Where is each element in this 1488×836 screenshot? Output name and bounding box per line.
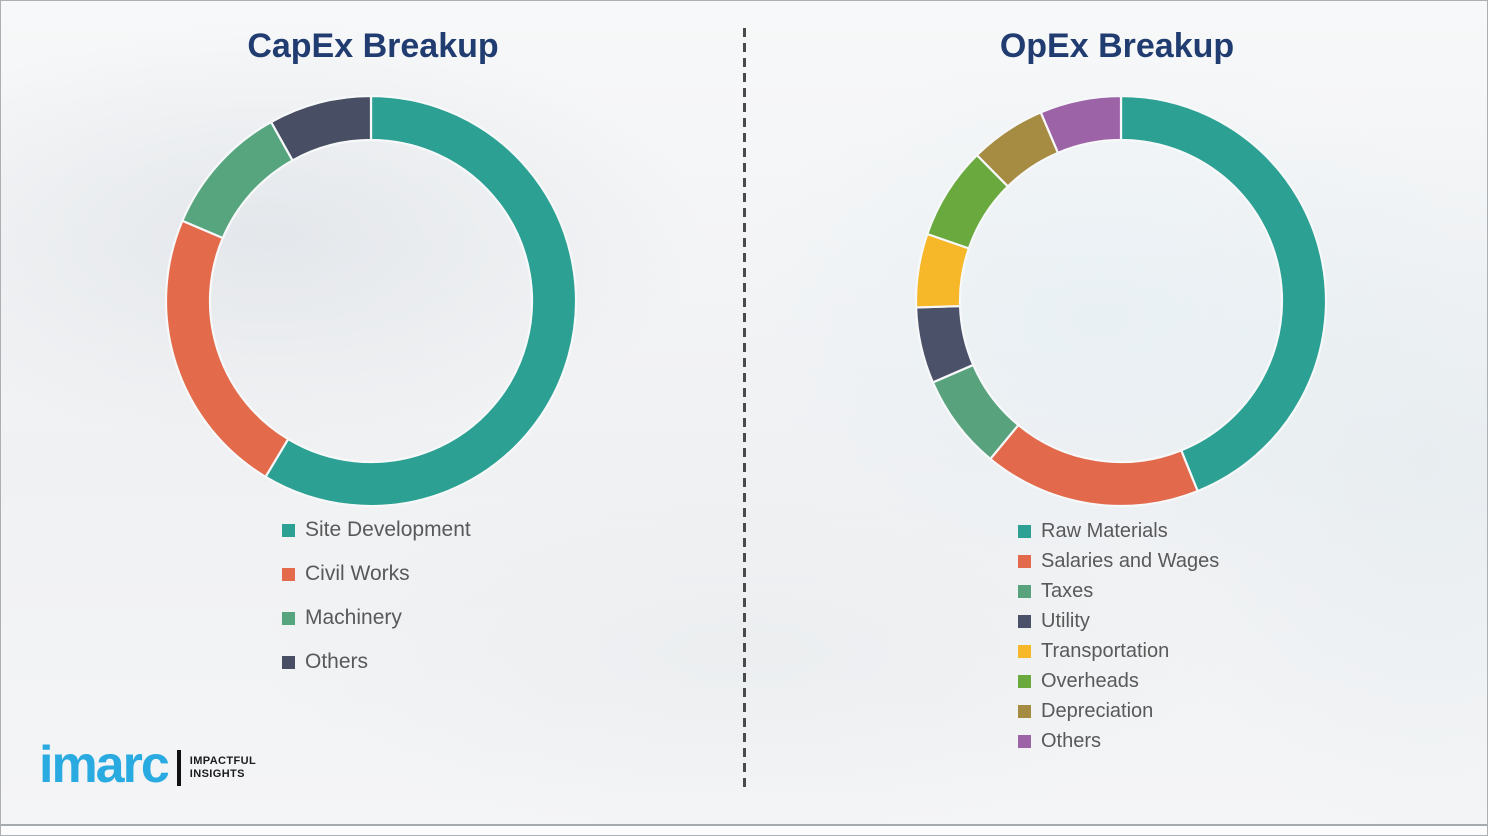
legend-label: Depreciation <box>1041 699 1154 722</box>
legend-item-others: Others <box>1018 726 1219 756</box>
logo-tagline-line1: IMPACTFUL <box>189 755 257 767</box>
legend-item-overheads: Overheads <box>1018 666 1219 696</box>
capex-panel: CapEx Breakup Site Development Civil Work… <box>1 1 745 835</box>
legend-item-depreciation: Depreciation <box>1018 696 1219 726</box>
capex-title: CapEx Breakup <box>247 27 499 65</box>
legend-swatch-icon <box>282 523 295 537</box>
legend-swatch-icon <box>1018 584 1031 598</box>
imarc-logo: imarc IMPACTFUL INSIGHTS <box>39 739 256 791</box>
legend-swatch-icon <box>1018 674 1031 688</box>
legend-item-raw-materials: Raw Materials <box>1018 516 1219 546</box>
donut-slice-civil-works <box>164 219 290 479</box>
legend-label: Overheads <box>1041 669 1139 692</box>
opex-donut-svg <box>914 94 1328 508</box>
legend-item-civil-works: Civil Works <box>282 552 471 596</box>
donut-slice-salaries-and-wages <box>988 423 1200 508</box>
logo-separator-bar <box>176 750 181 786</box>
opex-donut-chart <box>911 91 1331 511</box>
donut-slice-others <box>1039 94 1123 155</box>
capex-donut-chart <box>161 91 581 511</box>
logo-tagline: IMPACTFUL INSIGHTS <box>190 755 256 781</box>
opex-title: OpEx Breakup <box>999 27 1235 65</box>
capex-donut-svg <box>164 94 578 508</box>
divider-dashed-line <box>743 28 746 791</box>
legend-label: Machinery <box>305 606 402 629</box>
capex-legend: Site Development Civil Works Machinery Othe… <box>282 508 471 684</box>
legend-item-transportation: Transportation <box>1018 636 1219 666</box>
imarc-logo-text: imarc <box>39 736 170 794</box>
legend-item-salaries-and-wages: Salaries and Wages <box>1018 546 1219 576</box>
legend-swatch-icon <box>1018 614 1031 628</box>
bottom-strip <box>1 824 1487 835</box>
legend-label: Site Development <box>305 518 471 541</box>
legend-label: Others <box>305 650 369 673</box>
legend-label: Civil Works <box>305 562 410 585</box>
legend-swatch-icon <box>1018 644 1031 658</box>
legend-label: Taxes <box>1041 579 1094 602</box>
donut-slice-others <box>269 94 373 162</box>
legend-swatch-icon <box>1018 704 1031 718</box>
legend-swatch-icon <box>282 567 295 581</box>
legend-label: Others <box>1041 729 1102 752</box>
legend-swatch-icon <box>1018 554 1031 568</box>
legend-label: Salaries and Wages <box>1041 549 1220 572</box>
legend-swatch-icon <box>282 655 295 669</box>
legend-label: Transportation <box>1041 639 1170 662</box>
donut-slice-raw-materials <box>1119 94 1328 493</box>
donut-slice-machinery <box>180 120 295 240</box>
legend-item-taxes: Taxes <box>1018 576 1219 606</box>
opex-legend: Raw Materials Salaries and Wages Taxes Util… <box>1018 516 1219 756</box>
legend-item-machinery: Machinery <box>282 596 471 640</box>
logo-tagline-line2: INSIGHTS <box>189 768 245 780</box>
legend-label: Utility <box>1041 609 1090 632</box>
legend-item-others: Others <box>282 640 471 684</box>
legend-item-utility: Utility <box>1018 606 1219 636</box>
legend-swatch-icon <box>1018 734 1031 748</box>
legend-label: Raw Materials <box>1041 519 1168 542</box>
legend-swatch-icon <box>1018 524 1031 538</box>
opex-panel: OpEx Breakup Raw Materials Salaries and W… <box>745 1 1487 835</box>
donut-slice-site-development <box>264 94 578 508</box>
legend-swatch-icon <box>282 611 295 625</box>
legend-item-site-development: Site Development <box>282 508 471 552</box>
